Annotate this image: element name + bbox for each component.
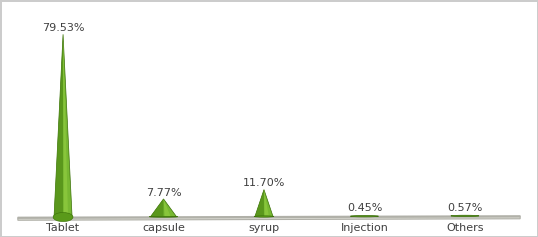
Text: 7.77%: 7.77% [146, 188, 181, 198]
Polygon shape [18, 217, 520, 220]
Polygon shape [151, 199, 176, 217]
Text: 0.57%: 0.57% [447, 203, 483, 213]
Ellipse shape [53, 213, 73, 222]
Ellipse shape [254, 216, 274, 217]
Polygon shape [18, 216, 520, 218]
Polygon shape [255, 190, 273, 216]
Polygon shape [54, 34, 72, 217]
Text: Others: Others [446, 223, 484, 233]
Polygon shape [54, 34, 63, 217]
Polygon shape [63, 34, 68, 217]
Polygon shape [151, 199, 164, 217]
Polygon shape [255, 190, 264, 216]
Text: Injection: Injection [341, 223, 388, 233]
Ellipse shape [149, 216, 178, 217]
Text: 11.70%: 11.70% [243, 178, 285, 188]
Ellipse shape [350, 215, 379, 217]
Text: syrup: syrup [249, 223, 280, 233]
Polygon shape [264, 190, 269, 216]
Text: Tablet: Tablet [46, 223, 80, 233]
Text: capsule: capsule [142, 223, 185, 233]
Text: 79.53%: 79.53% [42, 23, 84, 33]
Ellipse shape [451, 215, 479, 217]
Polygon shape [164, 199, 171, 217]
Text: 0.45%: 0.45% [347, 203, 382, 213]
